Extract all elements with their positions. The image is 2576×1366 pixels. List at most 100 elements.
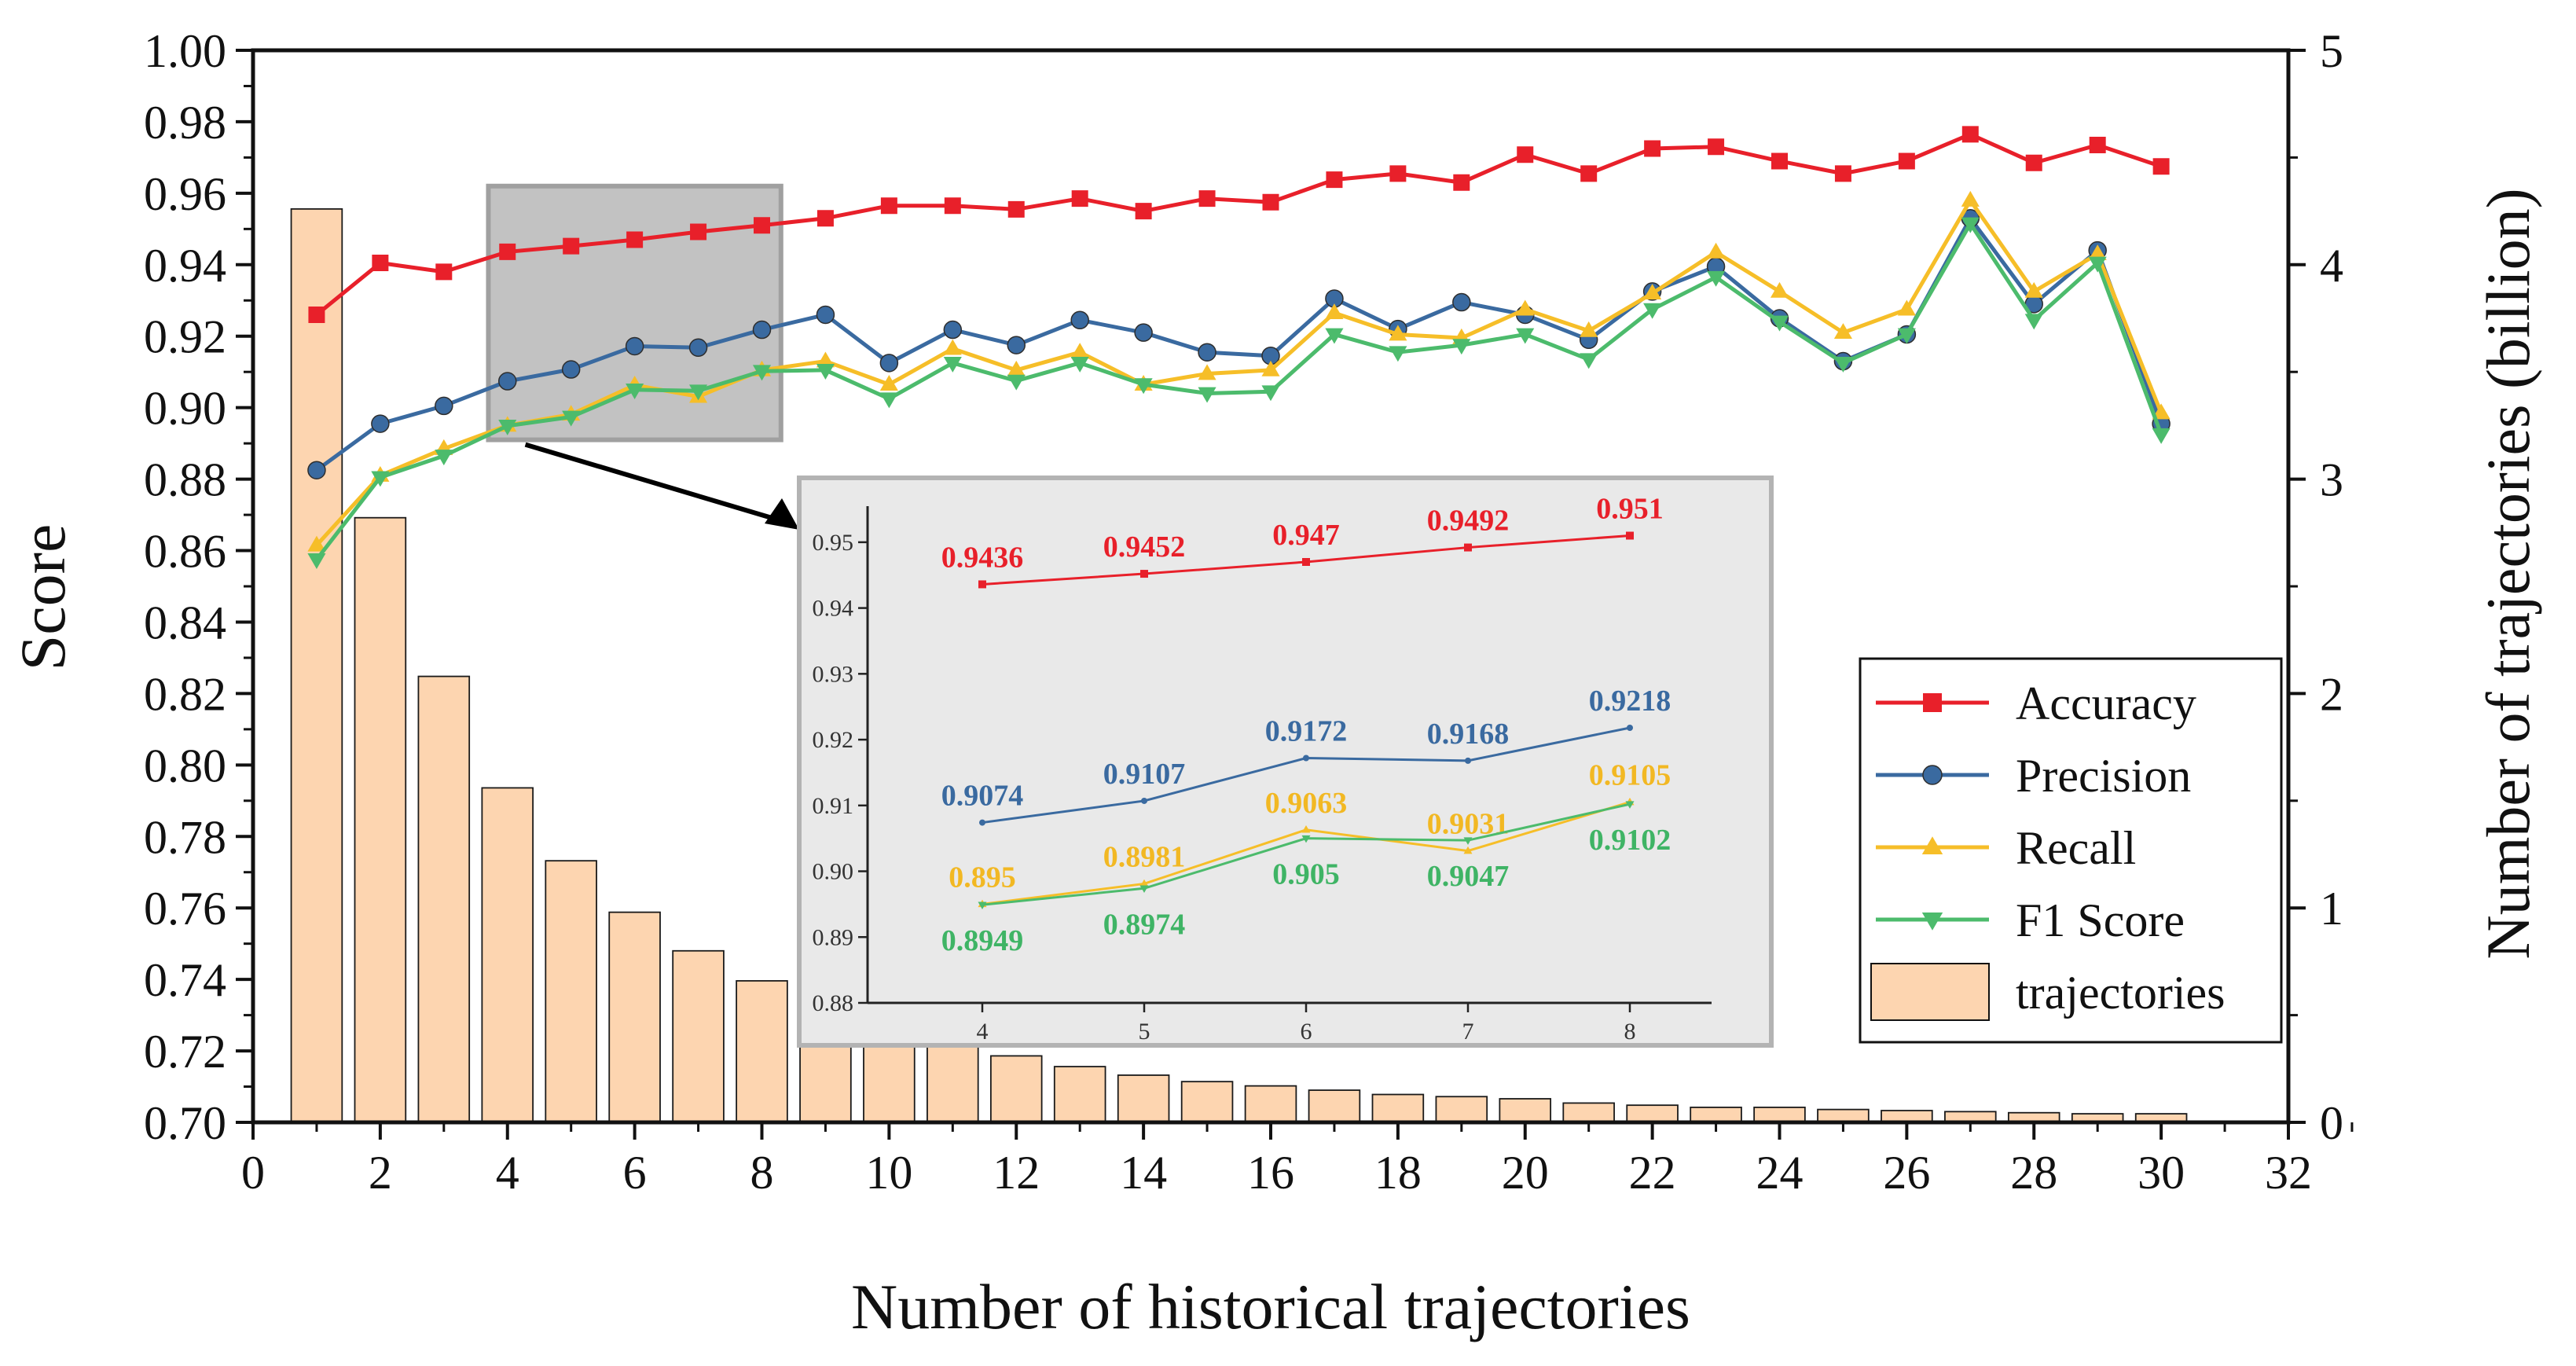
- bar-trajectories-12: [989, 1055, 1043, 1123]
- bar-trajectories-22: [1626, 1104, 1679, 1123]
- x-tick-label-30: 30: [2137, 1147, 2185, 1199]
- inset-y-tick-label-0.93: 0.93: [813, 661, 854, 687]
- inset-data-label-precision-6: 0.9172: [1265, 715, 1348, 748]
- point-recall-23: [1707, 242, 1726, 259]
- point-f1-score-24: [1770, 315, 1789, 332]
- point-recall-9: [816, 351, 835, 368]
- bar-trajectories-20: [1499, 1098, 1552, 1123]
- inset-data-label-f1-score-5: 0.8974: [1103, 908, 1186, 941]
- legend-marker-precision: [1922, 765, 1943, 785]
- point-precision-9: [816, 305, 835, 325]
- y-right-tick-label-3: 3: [2320, 454, 2343, 506]
- point-f1-score-25: [1833, 356, 1852, 373]
- point-f1-score-13: [1070, 356, 1089, 373]
- x-tick-label-0: 0: [241, 1147, 265, 1199]
- point-accuracy-15: [1198, 190, 1216, 207]
- point-f1-score-5: [562, 410, 581, 427]
- y-left-tick-label-0.74: 0.74: [144, 954, 226, 1006]
- inset-point-accuracy-8: [1626, 531, 1634, 540]
- bar-trajectories-14: [1117, 1074, 1170, 1123]
- point-f1-score-4: [498, 419, 517, 435]
- inset-point-accuracy-5: [1140, 570, 1148, 578]
- y-right-tick-label-2: 2: [2320, 668, 2343, 720]
- point-f1-score-18: [1389, 346, 1407, 362]
- series-line-recall: [315, 198, 2163, 547]
- bar-trajectories-3: [417, 675, 471, 1123]
- bar-trajectories-1: [290, 207, 343, 1123]
- point-accuracy-18: [1389, 165, 1407, 182]
- point-precision-7: [688, 338, 708, 358]
- inset-data-label-accuracy-6: 0.947: [1272, 519, 1340, 552]
- point-f1-score-20: [1516, 328, 1535, 344]
- inset-point-precision-8: [1627, 724, 1633, 731]
- point-f1-score-17: [1325, 328, 1344, 344]
- y-left-tick-label-1.00: 1.00: [144, 25, 226, 77]
- x-tick-label-20: 20: [1502, 1147, 1549, 1199]
- bar-trajectories-11: [927, 1044, 979, 1123]
- point-precision-5: [561, 360, 581, 379]
- y-left-tick-label-0.88: 0.88: [144, 454, 226, 506]
- x-tick-label-28: 28: [2010, 1147, 2057, 1199]
- point-accuracy-2: [372, 255, 389, 272]
- y-axis-title-left: Score: [7, 524, 79, 671]
- bar-trajectories-16: [1244, 1085, 1297, 1123]
- y-right-tick-label-1: 1: [2320, 883, 2343, 935]
- point-f1-score-14: [1134, 378, 1153, 395]
- point-accuracy-21: [1580, 165, 1598, 182]
- x-tick-label-6: 6: [623, 1147, 647, 1199]
- bar-trajectories-2: [354, 516, 407, 1123]
- point-f1-score-28: [2024, 314, 2043, 330]
- inset-point-recall-7: [1463, 846, 1473, 854]
- zoom-arrow-line: [524, 442, 786, 524]
- point-accuracy-6: [626, 231, 644, 248]
- legend-label-accuracy: Accuracy: [2016, 677, 2196, 729]
- inset-data-label-recall-5: 0.8981: [1103, 840, 1186, 873]
- inset-data-label-precision-4: 0.9074: [941, 780, 1024, 813]
- inset-data-label-precision-5: 0.9107: [1103, 758, 1186, 791]
- y-left-tick-label-0.96: 0.96: [144, 168, 226, 220]
- inset-y-tick-label-0.94: 0.94: [813, 596, 854, 622]
- point-recall-17: [1325, 303, 1344, 320]
- point-precision-10: [879, 354, 899, 373]
- legend-label-f1-score: F1 Score: [2016, 894, 2185, 946]
- inset-point-f1-score-4: [978, 901, 987, 909]
- point-recall-15: [1198, 364, 1216, 380]
- point-recall-10: [879, 375, 898, 391]
- inset-data-label-f1-score-7: 0.9047: [1427, 860, 1510, 893]
- y-left-tick-label-0.78: 0.78: [144, 811, 226, 863]
- point-accuracy-14: [1135, 203, 1152, 220]
- point-recall-12: [1007, 360, 1026, 376]
- legend-label-recall: Recall: [2016, 822, 2136, 874]
- y-left-tick-label-0.76: 0.76: [144, 883, 226, 935]
- y-left-tick-label-0.84: 0.84: [144, 597, 226, 648]
- inset-data-label-precision-8: 0.9218: [1589, 685, 1671, 718]
- y-right-tick-label-4: 4: [2320, 240, 2343, 292]
- inset-data-label-recall-7: 0.9031: [1427, 808, 1510, 841]
- bar-trajectories-5: [545, 860, 597, 1123]
- point-accuracy-23: [1708, 138, 1725, 156]
- point-accuracy-9: [816, 210, 834, 227]
- y-left-tick-label-0.70: 0.70: [144, 1097, 226, 1149]
- point-precision-13: [1070, 310, 1089, 330]
- point-recall-11: [943, 339, 962, 355]
- x-tick-label-14: 14: [1120, 1147, 1167, 1199]
- point-recall-25: [1833, 323, 1852, 340]
- point-f1-score-9: [816, 364, 835, 380]
- x-tick-label-32: 32: [2265, 1147, 2312, 1199]
- legend-marker-recall: [1921, 836, 1943, 854]
- point-precision-15: [1198, 343, 1216, 362]
- inset-point-precision-7: [1465, 757, 1471, 764]
- point-f1-score-27: [1961, 217, 1980, 233]
- bar-trajectories-21: [1562, 1102, 1615, 1123]
- point-f1-score-19: [1452, 339, 1471, 355]
- point-accuracy-3: [435, 263, 453, 281]
- bar-trajectories-24: [1753, 1107, 1806, 1123]
- x-tick-label-8: 8: [750, 1147, 774, 1199]
- point-recall-13: [1070, 343, 1089, 359]
- inset-point-precision-4: [979, 819, 985, 826]
- point-precision-8: [752, 320, 772, 340]
- inset-data-label-f1-score-8: 0.9102: [1589, 824, 1671, 857]
- inset-y-tick-label-0.92: 0.92: [813, 727, 854, 753]
- y-right-tick-label-0: 0: [2320, 1097, 2343, 1149]
